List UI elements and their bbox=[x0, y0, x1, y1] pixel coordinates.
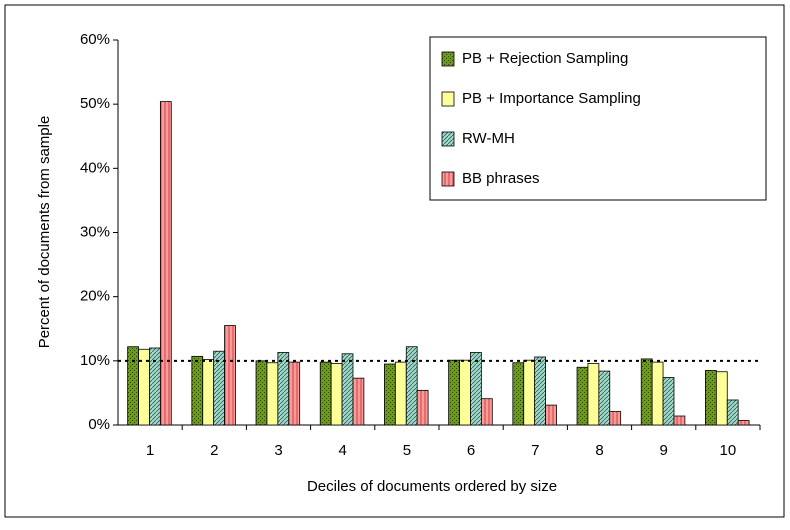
bar bbox=[512, 362, 525, 426]
bar bbox=[330, 362, 343, 426]
x-tick-label: 4 bbox=[339, 442, 347, 459]
legend-label: PB + Importance Sampling bbox=[462, 90, 641, 107]
y-tick-label: 50% bbox=[80, 95, 110, 112]
y-tick-label: 40% bbox=[80, 159, 110, 176]
y-tick-label: 10% bbox=[80, 352, 110, 369]
bar bbox=[470, 352, 482, 426]
bar bbox=[277, 352, 290, 426]
bar bbox=[726, 399, 739, 426]
x-tick-label: 5 bbox=[403, 442, 411, 459]
bar bbox=[480, 398, 493, 426]
bar bbox=[737, 420, 750, 426]
y-tick-label: 20% bbox=[80, 288, 110, 305]
legend-swatch bbox=[441, 171, 455, 187]
legend-swatch bbox=[441, 131, 455, 147]
bar bbox=[416, 389, 429, 426]
bar bbox=[127, 346, 139, 426]
bar bbox=[191, 355, 204, 426]
bar bbox=[651, 361, 664, 426]
bar bbox=[159, 101, 172, 426]
x-tick-label: 7 bbox=[531, 442, 539, 459]
x-tick-label: 2 bbox=[210, 442, 218, 459]
bar bbox=[609, 411, 622, 426]
x-tick-label: 1 bbox=[146, 442, 154, 459]
legend-label: RW-MH bbox=[462, 130, 515, 147]
bar bbox=[319, 361, 332, 426]
legend-box bbox=[429, 36, 767, 201]
x-tick-label: 10 bbox=[720, 442, 737, 459]
x-tick-label: 6 bbox=[467, 442, 475, 459]
bar bbox=[384, 363, 396, 426]
x-tick-label: 9 bbox=[660, 442, 668, 459]
bar bbox=[149, 347, 161, 426]
bar bbox=[255, 360, 268, 426]
bar bbox=[405, 346, 418, 426]
bar bbox=[598, 370, 611, 426]
bar bbox=[341, 353, 354, 426]
y-tick-label: 60% bbox=[80, 31, 110, 48]
bar bbox=[587, 362, 600, 426]
legend-label: PB + Rejection Sampling bbox=[462, 50, 628, 67]
bar bbox=[523, 359, 536, 426]
bar bbox=[640, 358, 653, 426]
bar bbox=[213, 350, 225, 426]
x-tick-label: 8 bbox=[595, 442, 603, 459]
bar bbox=[545, 404, 557, 426]
bar bbox=[448, 359, 460, 426]
bar bbox=[705, 370, 717, 426]
legend-swatch bbox=[441, 91, 455, 107]
legend-swatch bbox=[441, 51, 455, 67]
y-tick-label: 0% bbox=[88, 416, 110, 433]
bar bbox=[394, 361, 407, 426]
legend-label: BB phrases bbox=[462, 170, 540, 187]
bar bbox=[352, 377, 365, 426]
bar bbox=[202, 359, 215, 426]
bar bbox=[576, 366, 589, 426]
y-axis-title: Percent of documents from sample bbox=[36, 116, 53, 349]
x-tick-label: 3 bbox=[274, 442, 282, 459]
bar bbox=[673, 415, 686, 426]
bar bbox=[224, 325, 236, 426]
bar bbox=[662, 377, 675, 426]
bar bbox=[715, 371, 728, 426]
bar bbox=[459, 359, 471, 426]
y-tick-label: 30% bbox=[80, 223, 110, 240]
bar bbox=[266, 362, 279, 426]
bar bbox=[534, 356, 546, 426]
bar bbox=[288, 361, 301, 426]
x-axis-title: Deciles of documents ordered by size bbox=[307, 478, 557, 495]
